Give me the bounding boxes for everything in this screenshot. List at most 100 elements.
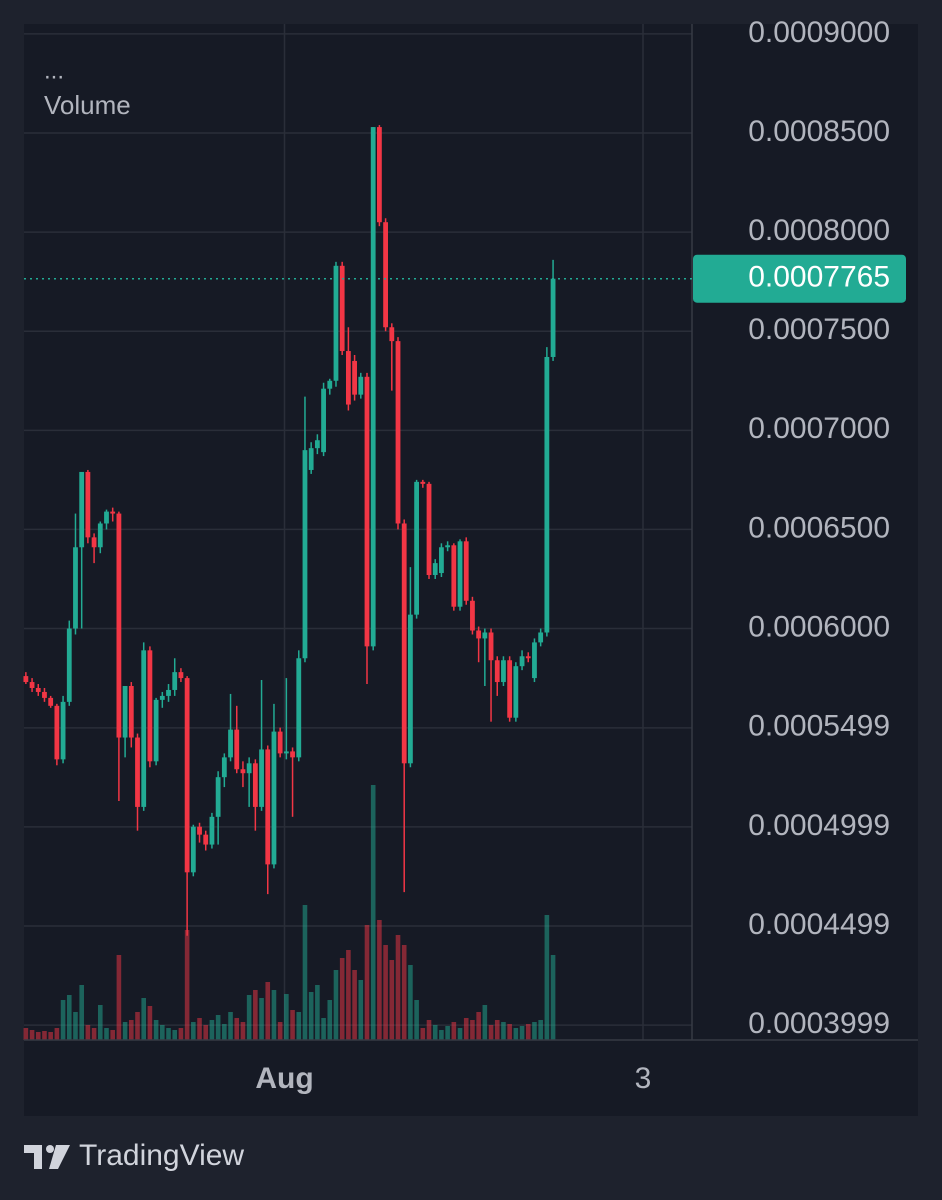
volume-bar: [122, 1022, 128, 1040]
volume-bar: [48, 1032, 53, 1040]
candle-body: [35, 687, 41, 692]
volume-bar: [253, 990, 258, 1040]
candle-body: [463, 541, 469, 601]
volume-bar: [79, 985, 84, 1040]
y-tick-label: 0.0006000: [748, 610, 890, 643]
candle-body: [290, 751, 295, 758]
candle-body: [246, 763, 252, 774]
volume-bar: [525, 1024, 531, 1040]
volume-bar: [240, 1022, 246, 1040]
candle-body: [488, 632, 494, 661]
candle-body: [42, 691, 47, 698]
volume-bar: [302, 905, 308, 1040]
y-tick-label: 0.0004499: [748, 908, 890, 941]
candle-body: [507, 660, 513, 718]
axes: 0.0009000 0.0008500 0.0008000 0.0007500 0.00…: [24, 16, 906, 1095]
candle-body: [395, 341, 401, 524]
candle-body: [321, 388, 326, 453]
volume-bar: [420, 1028, 426, 1040]
volume-bar: [426, 1020, 432, 1040]
candle-body: [401, 523, 407, 764]
volume-bar: [377, 920, 382, 1040]
volume-bar: [308, 992, 314, 1040]
candle-body: [538, 632, 544, 643]
volume-bar: [85, 1025, 91, 1040]
volume-bar: [234, 1018, 240, 1040]
candle-body: [283, 751, 289, 754]
volume-bar: [259, 998, 264, 1040]
candle-body: [85, 471, 91, 538]
y-tick-label: 0.0003999: [748, 1007, 890, 1040]
candle-body: [550, 278, 556, 357]
candle-body: [110, 511, 116, 514]
candle-body: [544, 356, 550, 633]
y-tick-label: 0.0004999: [748, 809, 890, 842]
candle-body: [501, 660, 506, 683]
volume-bar: [364, 925, 370, 1040]
candle-body: [432, 563, 438, 576]
candle-body: [259, 749, 264, 807]
candle-body: [147, 650, 153, 762]
candle-body: [451, 545, 457, 607]
x-tick-label: Aug: [255, 1062, 313, 1095]
candle-body: [54, 705, 60, 760]
volume-bar: [315, 985, 320, 1040]
last-price-badge: [693, 254, 906, 303]
candle-body: [228, 729, 233, 758]
volume-bar: [104, 1028, 109, 1040]
candle-body: [153, 699, 159, 762]
volume-bar: [277, 1022, 283, 1040]
volume-bar: [513, 1028, 519, 1040]
volume-bar: [203, 1025, 209, 1040]
volume-bar: [246, 995, 252, 1040]
legend-item[interactable]: Volume: [44, 90, 131, 120]
volume-bar: [197, 1018, 202, 1040]
volume-bar: [327, 1000, 333, 1040]
volume-bar: [488, 1025, 494, 1040]
legend-item[interactable]: ...: [44, 57, 64, 84]
volume-bar: [457, 1028, 463, 1040]
volume-bar: [532, 1022, 537, 1040]
candle-body: [532, 642, 537, 679]
volume-bar: [395, 935, 401, 1040]
candle-body: [339, 265, 345, 352]
candle-body: [457, 541, 463, 607]
volume-bar: [408, 965, 413, 1040]
candle-body: [203, 834, 209, 845]
volume-bar: [153, 1020, 159, 1040]
chart-panel: [24, 24, 918, 1116]
volume-bar: [401, 945, 407, 1040]
volume-bar: [544, 915, 550, 1040]
volume-bar: [296, 1012, 302, 1040]
candle-body: [408, 614, 413, 764]
volume-bar: [346, 950, 351, 1040]
candle-body: [178, 672, 184, 679]
candle-body: [414, 481, 420, 615]
volume-bar: [507, 1024, 512, 1040]
brand-logo: [24, 1145, 70, 1169]
volume-bar: [470, 1020, 475, 1040]
candle-body: [439, 547, 444, 574]
volume-bar: [116, 955, 122, 1040]
volume-bar: [178, 1028, 184, 1040]
candle-body: [66, 628, 72, 702]
volume-bar: [389, 960, 395, 1040]
volume-bar: [538, 1020, 543, 1040]
volume-bar: [97, 1005, 103, 1040]
volume-bar: [290, 1010, 295, 1040]
candle-body: [345, 351, 351, 405]
candle-body: [376, 127, 382, 223]
volume-bar: [29, 1030, 35, 1040]
candle-body: [29, 682, 35, 688]
y-tick-label: 0.0005499: [748, 710, 890, 743]
brand-name[interactable]: TradingView: [79, 1139, 244, 1172]
candle-body: [252, 763, 258, 807]
candle-body: [23, 676, 29, 683]
candle-body: [91, 537, 97, 548]
volume-bar: [358, 980, 364, 1040]
candle-body: [327, 380, 333, 389]
volume-bar: [501, 1022, 506, 1040]
candle-body: [482, 632, 488, 639]
candle-body: [470, 600, 475, 631]
